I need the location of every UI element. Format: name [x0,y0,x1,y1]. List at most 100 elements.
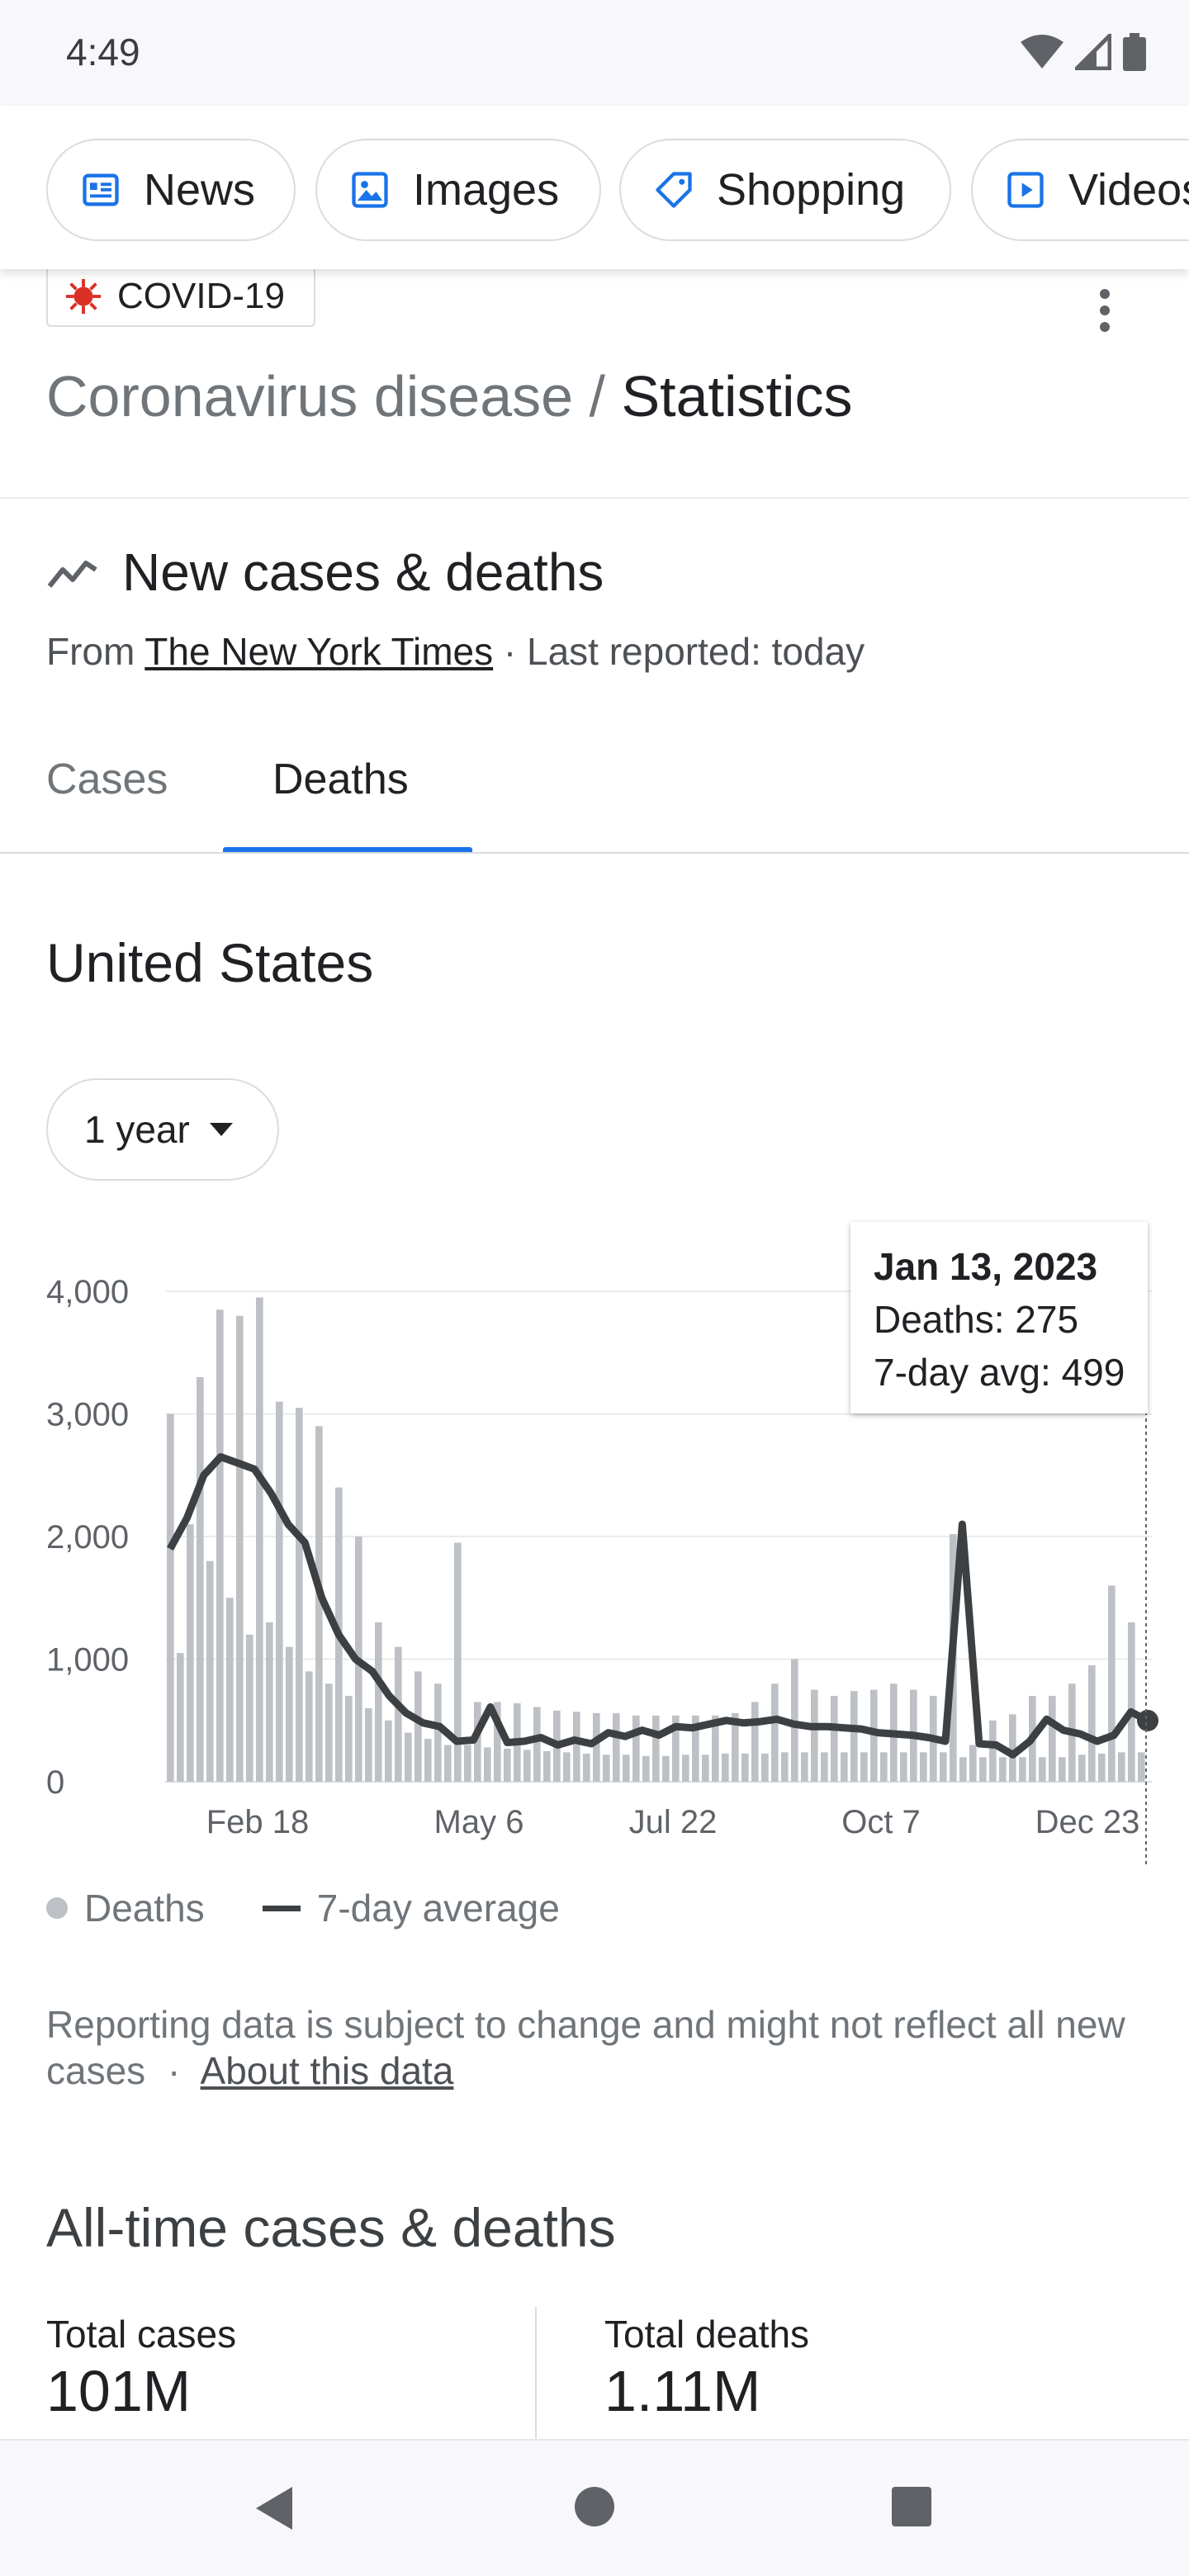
y-tick-label: 3,000 [46,1397,129,1433]
system-nav-bar [0,2439,1189,2576]
source-link[interactable]: The New York Times [144,630,494,673]
deaths-bar [880,1752,888,1782]
deaths-chart[interactable]: 4,000 3,000 2,000 1,000 0 Feb 18 May 6 Jul 22 Oc… [0,1197,1189,1874]
deaths-bar [722,1753,729,1782]
chip-news[interactable]: News [46,139,296,241]
deaths-bar [999,1757,1007,1782]
deaths-bar [989,1720,997,1782]
section-divider [0,497,1189,499]
deaths-bar [732,1712,739,1782]
deaths-bar [533,1707,541,1782]
deaths-bar [424,1739,432,1782]
deaths-bar [702,1754,709,1782]
y-tick-label: 4,000 [46,1274,129,1310]
deaths-bar [216,1309,224,1782]
tab-cases[interactable]: Cases [46,755,168,803]
chip-videos[interactable]: Videos [971,139,1189,241]
legend-deaths-label: Deaths [84,1887,205,1930]
more-options-button[interactable] [1087,286,1123,335]
deaths-bar [781,1752,789,1782]
y-tick-label: 1,000 [46,1642,129,1679]
deaths-bar [206,1560,214,1782]
deaths-bar [266,1622,273,1782]
deaths-bar [414,1671,422,1782]
legend-avg-swatch [262,1905,301,1911]
chip-news-label: News [144,165,256,215]
deaths-bar [1049,1696,1056,1782]
deaths-bar [345,1696,353,1782]
breadcrumb: Coronavirus disease / Statistics [46,363,853,429]
news-icon [83,173,119,206]
status-icons [1021,33,1146,71]
deaths-bar [315,1426,323,1782]
tooltip-deaths: Deaths: 275 [874,1298,1079,1341]
deaths-bar [791,1659,798,1782]
deaths-bar [1078,1754,1086,1782]
x-tick-label: Dec 23 [1035,1804,1140,1840]
play-icon [1007,172,1044,208]
signal-icon [1075,34,1111,70]
deaths-bar [662,1755,670,1782]
deaths-bar [236,1315,244,1782]
deaths-bar [1118,1752,1125,1782]
deaths-bar [286,1646,293,1782]
deaths-bar [365,1707,372,1782]
deaths-bar [959,1757,967,1782]
deaths-bar [593,1712,600,1782]
chip-images-label: Images [413,165,560,215]
recents-icon[interactable] [890,2485,933,2528]
status-bar: 4:49 [0,0,1189,106]
deaths-bar [761,1753,769,1782]
deaths-bar [523,1750,531,1782]
deaths-bar [454,1542,462,1782]
deaths-bar [226,1598,234,1782]
last-reported: · Last reported: today [503,630,865,673]
deaths-bar [385,1720,392,1782]
deaths-bar [444,1745,452,1782]
chip-images[interactable]: Images [315,139,601,241]
time-range-dropdown[interactable]: 1 year [46,1078,279,1181]
deaths-bar [434,1683,442,1782]
total-deaths-label: Total deaths [604,2313,810,2356]
source-prefix: From [46,630,135,673]
all-time-title: All-time cases & deaths [46,2197,616,2258]
deaths-bar [692,1715,699,1782]
covid-topic-tag[interactable]: COVID-19 [46,266,315,327]
about-data-link[interactable]: About this data [200,2049,454,2092]
breadcrumb-parent[interactable]: Coronavirus disease / [46,364,605,429]
avg-line-marker [1137,1709,1158,1731]
time-range-label: 1 year [84,1108,190,1151]
deaths-bar [1039,1757,1046,1782]
y-tick-label: 0 [46,1764,64,1801]
virus-icon [65,278,102,315]
disclaimer-text: Reporting data is subject to change and … [46,2003,1125,2092]
deaths-bar [900,1752,907,1782]
total-deaths-value: 1.11M [604,2359,761,2423]
deaths-bar [712,1715,719,1782]
x-tick-label: May 6 [434,1804,524,1840]
wifi-icon [1021,35,1063,69]
source-line: From The New York Times · Last reported:… [46,629,865,674]
tab-deaths[interactable]: Deaths [272,755,409,803]
deaths-bar [1108,1585,1116,1782]
deaths-bar [1059,1757,1066,1782]
deaths-bar [325,1683,333,1782]
deaths-bar [1128,1622,1135,1782]
deaths-bar [296,1408,303,1782]
deaths-bar [603,1754,610,1782]
disclaimer: Reporting data is subject to change and … [46,2001,1153,2094]
deaths-bar [841,1752,848,1782]
legend-deaths-swatch [46,1897,68,1919]
deaths-bar [811,1689,818,1782]
deaths-bar [197,1376,204,1782]
section-title: New cases & deaths [122,542,604,602]
deaths-bar [920,1752,927,1782]
deaths-bar [276,1401,283,1782]
chip-shopping[interactable]: Shopping [619,139,951,241]
dropdown-arrow-icon [209,1123,233,1136]
tab-selected-indicator [223,847,472,852]
home-icon[interactable] [573,2485,616,2528]
back-icon[interactable] [253,2485,296,2531]
deaths-bar [167,1413,174,1782]
tabs-divider [0,852,1189,854]
